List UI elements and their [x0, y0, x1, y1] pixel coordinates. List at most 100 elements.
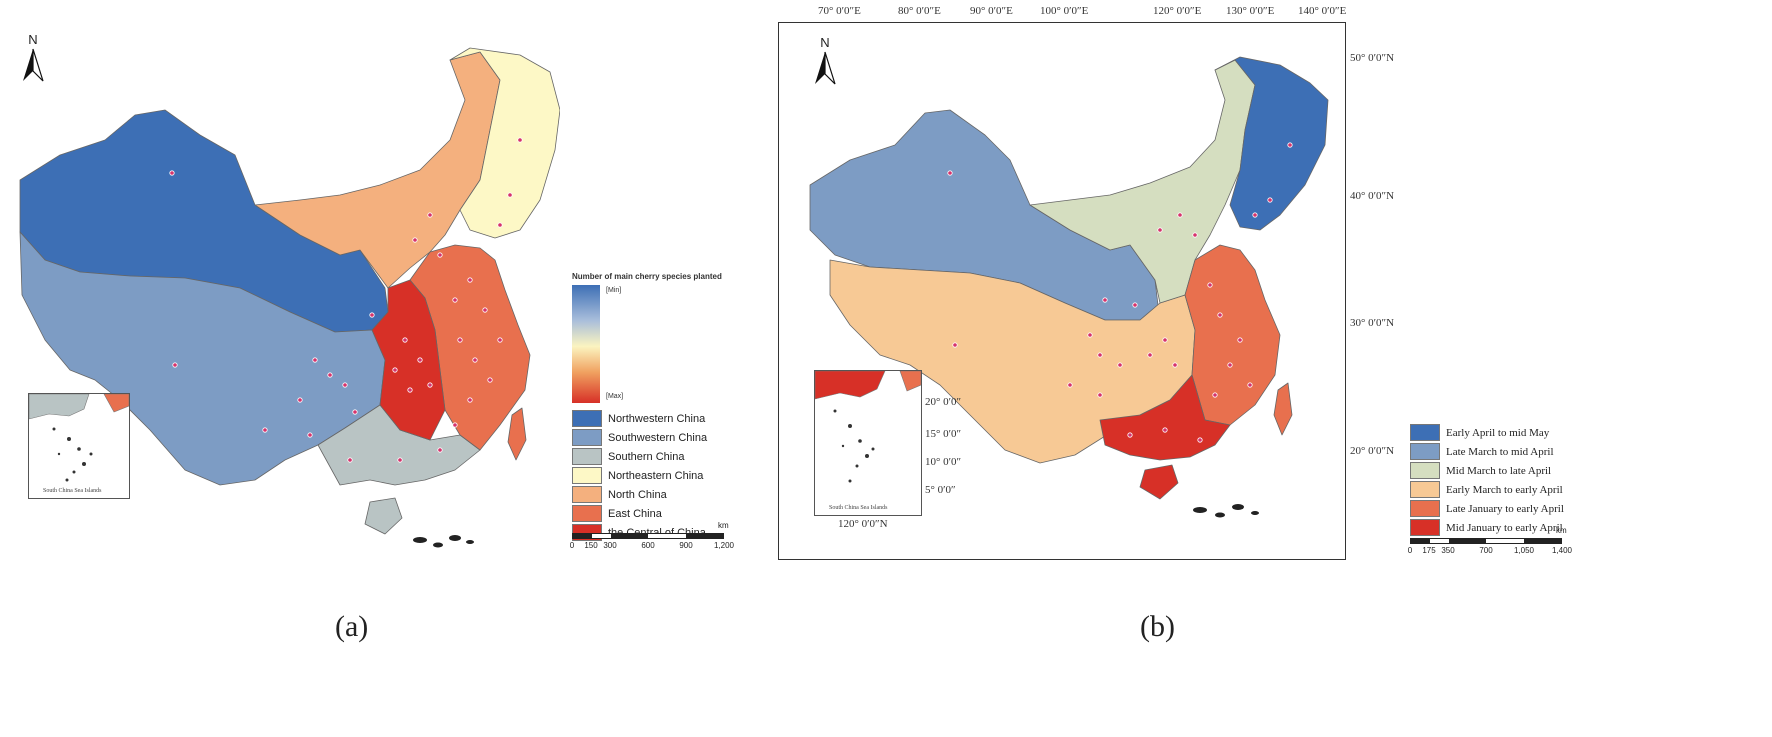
a-scale-tick: 300 — [603, 541, 617, 550]
region-central-a — [371, 279, 446, 441]
b-scale-tick: 1,400 — [1551, 546, 1573, 555]
inset-coord-label: 5° 0′0″ — [925, 484, 956, 496]
inset-coord-label: 10° 0′0″ — [925, 456, 962, 468]
a-scale-tick: 1,200 — [713, 541, 735, 550]
map-frame-b — [778, 22, 1346, 560]
a-legend-label: North China — [608, 488, 667, 501]
panel-a: N — [0, 0, 762, 643]
a-legend-swatch — [572, 505, 602, 522]
gradient-max-label: [Max] — [606, 393, 624, 400]
a-scale-tick: 150 — [584, 541, 598, 550]
legend-a: Number of main cherry species planted [M… — [572, 272, 762, 542]
b-legend-item: Mid January to early April — [1410, 518, 1770, 537]
top-coord-label: 80° 0′0″E — [898, 5, 941, 17]
b-legend-item: Late March to mid April — [1410, 442, 1770, 461]
north-label-a: N — [28, 32, 38, 47]
right-coord-label: 30° 0′0″N — [1350, 317, 1395, 329]
b-legend-item: Late January to early April — [1410, 499, 1770, 518]
b-legend-label: Mid January to early April — [1446, 521, 1563, 534]
inset-south-china-sea-a: South China Sea Islands — [28, 393, 130, 499]
b-legend-swatch — [1410, 481, 1440, 498]
caption-a: (a) — [335, 610, 369, 643]
inset-label-a: South China Sea Islands — [43, 488, 102, 494]
inset-bottom-coord: 120° 0′0″N — [838, 518, 888, 530]
b-legend-label: Mid March to late April — [1446, 464, 1552, 477]
b-scale-tick: 175 — [1422, 546, 1436, 555]
b-legend-label: Early March to early April — [1446, 483, 1563, 496]
a-legend-label: Northwestern China — [608, 412, 706, 425]
scale-ticks-a: 0 150 300 600 900 1,200 — [569, 539, 734, 551]
a-legend-swatch — [572, 410, 602, 427]
region-hainan-a — [364, 497, 403, 535]
a-scale-tick: 600 — [641, 541, 655, 550]
a-legend-item: Southern China — [572, 447, 762, 466]
inset-map-a — [29, 394, 129, 482]
a-legend-item: Southwestern China — [572, 428, 762, 447]
b-scale-tick: 350 — [1441, 546, 1455, 555]
a-legend-item: East China — [572, 504, 762, 523]
legend-title-a: Number of main cherry species planted — [572, 272, 722, 281]
scale-bar-graphic-b — [1410, 538, 1562, 544]
a-legend-swatch — [572, 429, 602, 446]
scale-unit-b: km — [1556, 526, 1567, 535]
legend-b: Early April to mid May Late March to mid … — [1410, 423, 1770, 537]
scale-bar-b: 0 175 350 700 1,050 1,400 km — [1407, 526, 1572, 556]
map-a — [19, 47, 560, 548]
b-legend-item: Mid March to late April — [1410, 461, 1770, 480]
top-coord-label: 130° 0′0″E — [1226, 5, 1275, 17]
a-legend-swatch — [572, 467, 602, 484]
top-coord-label: 70° 0′0″E — [818, 5, 861, 17]
top-coord-label: 120° 0′0″E — [1153, 5, 1202, 17]
right-coord-label: 20° 0′0″N — [1350, 445, 1395, 457]
inset-south-china-sea-b: South China Sea Islands — [814, 370, 922, 516]
inset-coord-label: 20° 0′0″ — [925, 396, 962, 408]
gradient-bar — [572, 285, 600, 403]
legend-items-b: Early April to mid May Late March to mid … — [1410, 423, 1770, 537]
scale-bar-graphic-a — [572, 533, 724, 539]
b-legend-swatch — [1410, 519, 1440, 536]
b-legend-swatch — [1410, 500, 1440, 517]
region-northeastern-a — [449, 47, 560, 239]
scale-ticks-b: 0 175 350 700 1,050 1,400 — [1407, 544, 1572, 556]
b-scale-tick: 700 — [1479, 546, 1493, 555]
b-scale-tick: 1,050 — [1513, 546, 1535, 555]
top-coord-label: 140° 0′0″E — [1298, 5, 1347, 17]
inset-label-b: South China Sea Islands — [829, 505, 888, 511]
scale-bar-a: 0 150 300 600 900 1,200 km — [569, 521, 734, 551]
b-legend-swatch — [1410, 443, 1440, 460]
a-legend-item: Northeastern China — [572, 466, 762, 485]
gradient-legend-a: [Min] [Max] — [572, 285, 762, 405]
map-b — [809, 56, 1329, 518]
region-late-january-b — [1184, 244, 1281, 426]
inset-coord-label: 15° 0′0″ — [925, 428, 962, 440]
a-scale-tick: 0 — [569, 541, 575, 550]
north-arrow-icon — [23, 48, 44, 82]
top-coord-label: 100° 0′0″E — [1040, 5, 1089, 17]
b-legend-swatch — [1410, 424, 1440, 441]
b-scale-tick: 0 — [1407, 546, 1413, 555]
a-legend-label: Southern China — [608, 450, 685, 463]
a-legend-swatch — [572, 448, 602, 465]
b-legend-label: Early April to mid May — [1446, 426, 1550, 439]
top-coord-label: 90° 0′0″E — [970, 5, 1013, 17]
a-legend-item: Northwestern China — [572, 409, 762, 428]
region-mid-january-b — [1099, 374, 1231, 461]
b-legend-label: Late January to early April — [1446, 502, 1564, 515]
caption-b: (b) — [1140, 610, 1175, 643]
region-hainan-b — [1139, 464, 1179, 500]
north-arrow-b: N — [812, 35, 838, 89]
a-legend-label: Southwestern China — [608, 431, 708, 444]
right-coord-label: 50° 0′0″N — [1350, 52, 1395, 64]
a-legend-label: East China — [608, 507, 662, 520]
a-legend-item: North China — [572, 485, 762, 504]
inset-map-b — [815, 371, 921, 483]
gradient-min-label: [Min] — [606, 287, 622, 294]
a-scale-tick: 900 — [679, 541, 693, 550]
b-legend-item: Early March to early April — [1410, 480, 1770, 499]
north-label-b: N — [820, 35, 830, 50]
scale-unit-a: km — [718, 521, 729, 530]
region-taiwan-b — [1273, 382, 1293, 436]
right-coord-label: 40° 0′0″N — [1350, 190, 1395, 202]
legend-items-a: Northwestern China Southwestern China Sout… — [572, 409, 762, 542]
region-taiwan-a — [507, 407, 527, 461]
